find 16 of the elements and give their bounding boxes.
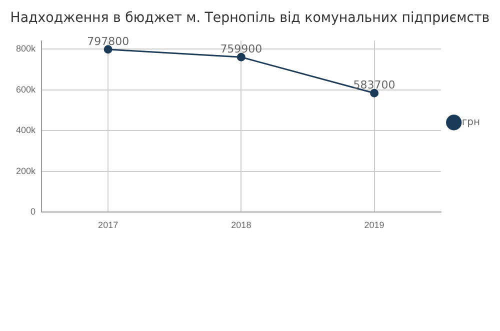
y-tick-label: 200k — [16, 166, 36, 176]
x-tick-label: 2019 — [364, 220, 384, 230]
data-label: 583700 — [353, 78, 396, 92]
data-label: 797800 — [87, 34, 130, 48]
chart-title: Надходження в бюджет м. Тернопіль від комунальних підприємств — [10, 10, 490, 26]
point — [236, 52, 246, 62]
x-tick-label: 2018 — [231, 220, 252, 230]
y-tick-label: 400k — [16, 125, 36, 136]
point — [370, 88, 379, 98]
y-tick-label: 0 — [30, 206, 36, 217]
legend-label: грн — [462, 117, 480, 128]
data-label: 759900 — [220, 42, 262, 56]
y-tick-label: 800k — [16, 43, 36, 54]
point — [104, 45, 112, 54]
y-tick-label: 600k — [16, 84, 36, 94]
x-tick-label: 2017 — [98, 220, 118, 230]
